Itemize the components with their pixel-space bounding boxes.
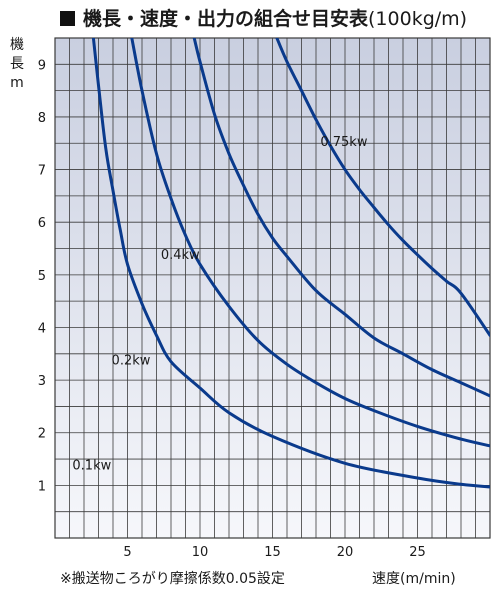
y-tick-label: 4 — [38, 321, 46, 336]
y-tick-label: 8 — [38, 111, 46, 126]
x-tick-label: 5 — [123, 545, 131, 560]
y-tick-label: 9 — [38, 58, 46, 73]
series-line-0.2kw — [130, 38, 490, 448]
footnote: ※搬送物ころがり摩擦係数0.05設定 — [60, 571, 285, 587]
curve-label: 0.4kw — [161, 248, 200, 263]
y-tick-label: 6 — [38, 216, 46, 231]
curve-label: 0.75kw — [320, 135, 367, 150]
series-line-0.4kw — [192, 38, 490, 398]
y-axis-label-line: 長 — [10, 56, 24, 72]
curve-labels: 0.1kw 0.2kw 0.4kw 0.75kw — [72, 135, 367, 474]
x-tick-label: 15 — [264, 545, 281, 560]
series-line-0.75kw — [275, 38, 490, 337]
chart-title-text: 機長・速度・出力の組合せ目安表 — [83, 8, 369, 30]
y-tick-label: 3 — [38, 374, 46, 389]
curve-label: 0.2kw — [112, 353, 151, 368]
y-axis-label-line: m — [10, 75, 24, 91]
x-axis-label: 速度(m/min) — [372, 571, 456, 587]
x-tick-label: 20 — [337, 545, 354, 560]
curve-label: 0.1kw — [72, 459, 111, 474]
x-tick-label: 25 — [409, 545, 426, 560]
curves — [91, 38, 490, 489]
tick-labels: 5 10 15 20 25 1 2 3 4 5 6 7 8 9 — [38, 58, 426, 560]
y-tick-label: 5 — [38, 269, 46, 284]
y-tick-label: 1 — [38, 479, 46, 494]
square-bullet-icon — [60, 11, 75, 26]
y-tick-label: 2 — [38, 427, 46, 442]
x-tick-label: 10 — [192, 545, 209, 560]
chart-title-unit: (100kg/m) — [368, 8, 468, 30]
y-tick-label: 7 — [38, 164, 46, 179]
series-line-0.1kw — [91, 38, 490, 489]
y-axis-label-line: 機 — [10, 37, 24, 53]
chart-title: 機長・速度・出力の組合せ目安表(100kg/m) — [60, 4, 467, 31]
plot-frame — [54, 37, 491, 539]
